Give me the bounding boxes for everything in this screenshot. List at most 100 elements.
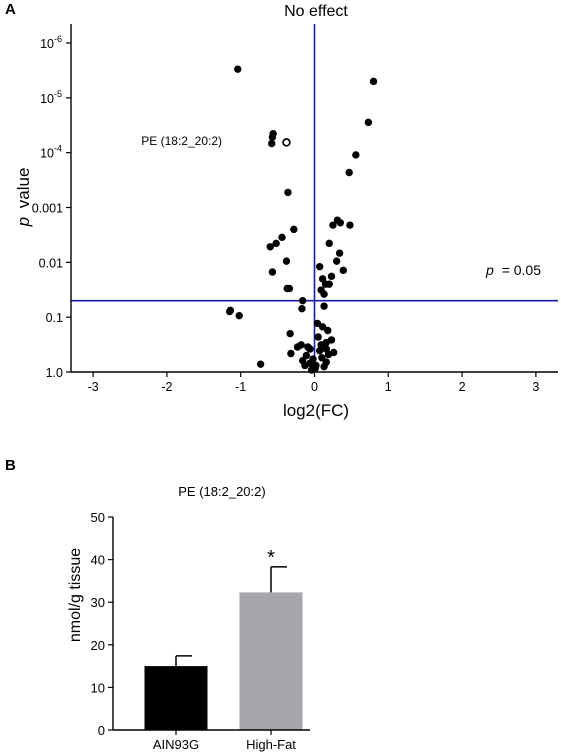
x-tick-label: 0 — [311, 380, 318, 394]
data-point — [332, 257, 341, 265]
data-point — [290, 225, 298, 234]
y-tick-exponent: -4 — [54, 144, 62, 154]
data-point — [320, 362, 328, 371]
data-point — [314, 333, 322, 341]
x-tick-label: 1 — [385, 380, 392, 394]
data-point — [345, 168, 353, 177]
highlight-label: PE (18:2_20:2) — [141, 134, 222, 148]
hline-label-p: p — [485, 262, 494, 278]
data-point — [266, 243, 274, 251]
data-point — [325, 239, 333, 248]
y-tick-label: 10-5 — [40, 89, 62, 106]
data-point — [268, 139, 276, 148]
bar-chart: B PE (18:2_20:2) nmol/g tissue * 0 10 20 30… — [5, 457, 310, 752]
data-point — [324, 350, 333, 359]
category-label: AIN93G — [153, 737, 199, 752]
data-point — [352, 151, 360, 159]
data-point — [268, 268, 277, 276]
hline-label-value: = 0.05 — [502, 262, 542, 278]
data-point — [286, 329, 294, 338]
data-point — [293, 343, 302, 351]
y-tick-label: 0 — [98, 723, 105, 738]
highlight-point — [282, 138, 291, 147]
data-point — [324, 326, 332, 335]
data-point — [315, 262, 324, 271]
y-tick-exponent: -6 — [54, 34, 62, 44]
x-axis-ticks: -3 -2 -1 0 1 2 3 — [88, 372, 539, 394]
category-label: High-Fat — [246, 737, 296, 752]
x-tick-label: -1 — [235, 380, 246, 394]
data-point — [285, 284, 294, 293]
y-tick-label: 10-6 — [40, 34, 62, 51]
data-point — [318, 323, 327, 331]
x-tick-label: 2 — [459, 380, 466, 394]
data-point — [306, 345, 314, 353]
data-point — [335, 249, 344, 257]
data-point — [225, 307, 234, 316]
data-point — [256, 360, 265, 368]
data-point — [282, 257, 291, 265]
x-axis-title-text: log2(FC) — [283, 401, 349, 420]
bar-category-labels: AIN93G High-Fat — [153, 730, 296, 752]
bar-chart-title: PE (18:2_20:2) — [178, 484, 265, 499]
reference-lines — [71, 24, 558, 372]
data-point — [235, 311, 243, 320]
y-tick-label: 0.001 — [32, 202, 63, 216]
y-tick-label: 20 — [91, 638, 105, 653]
y-tick-label: 0.1 — [46, 311, 63, 325]
bar-y-axis-ticks: 0 10 20 30 40 50 — [91, 510, 113, 738]
data-point — [327, 272, 336, 281]
data-point — [302, 351, 311, 360]
bar-y-axis-title: nmol/g tissue — [67, 548, 84, 642]
x-axis-title: log2(FC) — [283, 401, 349, 420]
data-point — [325, 280, 333, 288]
data-point — [329, 221, 337, 229]
bars — [144, 592, 303, 730]
significance-marker: * — [267, 547, 275, 569]
bar-axes — [112, 517, 310, 731]
data-point — [346, 221, 354, 229]
y-tick-label: 50 — [91, 510, 105, 525]
y-axis-title-p: p — [14, 217, 33, 227]
bar — [144, 666, 208, 730]
hline-label: p = 0.05 — [485, 262, 541, 278]
data-point — [287, 349, 295, 358]
data-point — [339, 266, 347, 275]
y-tick-label: 30 — [91, 595, 105, 610]
y-tick-base: 10 — [40, 92, 54, 106]
error-bars: * — [175, 547, 287, 667]
x-tick-label: 3 — [532, 380, 539, 394]
data-point — [364, 118, 373, 127]
y-tick-exponent: -5 — [54, 89, 62, 99]
y-tick-label: 10-4 — [40, 144, 62, 161]
y-tick-base: 10 — [40, 37, 54, 51]
data-point — [317, 341, 325, 349]
x-tick-label: -2 — [161, 380, 172, 394]
data-point — [320, 302, 328, 310]
data-point — [336, 219, 345, 227]
data-point — [284, 188, 292, 197]
y-tick-label: 1.0 — [46, 366, 63, 380]
panel-label-a: A — [5, 1, 16, 18]
data-point — [278, 233, 286, 242]
data-points — [225, 65, 378, 374]
data-point — [272, 239, 280, 248]
data-point — [268, 133, 277, 141]
data-point — [315, 347, 324, 355]
data-point — [298, 296, 307, 305]
data-point — [298, 304, 306, 313]
y-tick-label: 0.01 — [39, 256, 63, 270]
x-tick-label: -3 — [88, 380, 99, 394]
data-point — [322, 345, 331, 353]
y-tick-label: 10 — [91, 680, 105, 695]
data-point — [320, 290, 328, 298]
panel-label-b: B — [5, 457, 16, 474]
y-axis-title-text: value — [14, 168, 33, 209]
volcano-plot: A -3 -2 -1 0 1 2 3 10-610-510-40.0010.010.11.0… — [5, 1, 558, 420]
y-axis-title: p value — [14, 168, 33, 228]
vline-label: No effect — [284, 3, 348, 20]
y-tick-label: 40 — [91, 553, 105, 568]
y-tick-base: 10 — [40, 147, 54, 161]
